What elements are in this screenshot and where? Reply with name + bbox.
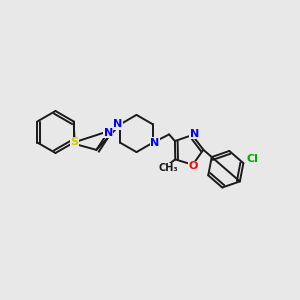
Text: Cl: Cl [247,154,258,164]
Text: N: N [190,129,199,139]
Text: N: N [103,128,113,138]
Text: S: S [71,137,79,147]
Text: N: N [150,138,160,148]
Text: CH₃: CH₃ [159,164,178,173]
Text: N: N [113,119,123,129]
Text: O: O [188,161,197,171]
